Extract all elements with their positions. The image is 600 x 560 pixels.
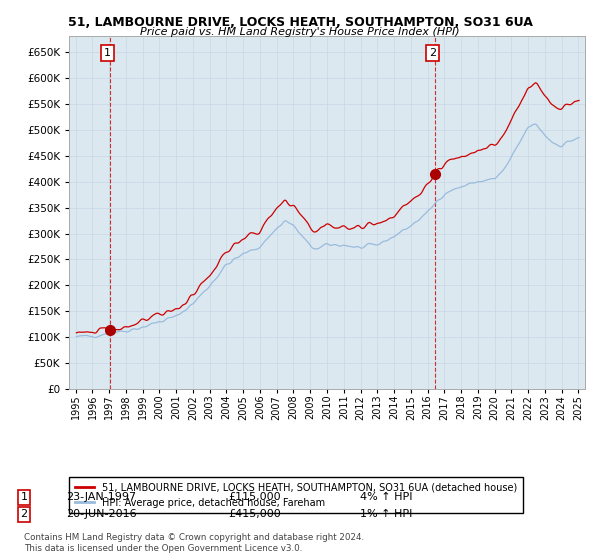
Text: 1: 1 [104, 48, 111, 58]
Text: 2: 2 [429, 48, 436, 58]
Text: 20-JUN-2016: 20-JUN-2016 [66, 509, 137, 519]
Text: £415,000: £415,000 [228, 509, 281, 519]
Text: 2: 2 [20, 509, 28, 519]
Legend: 51, LAMBOURNE DRIVE, LOCKS HEATH, SOUTHAMPTON, SO31 6UA (detached house), HPI: A: 51, LAMBOURNE DRIVE, LOCKS HEATH, SOUTHA… [69, 477, 523, 514]
Text: Contains HM Land Registry data © Crown copyright and database right 2024.
This d: Contains HM Land Registry data © Crown c… [24, 533, 364, 553]
Text: Price paid vs. HM Land Registry's House Price Index (HPI): Price paid vs. HM Land Registry's House … [140, 27, 460, 37]
Text: 1% ↑ HPI: 1% ↑ HPI [360, 509, 412, 519]
Text: 23-JAN-1997: 23-JAN-1997 [66, 492, 136, 502]
Text: 1: 1 [20, 492, 28, 502]
Text: £115,000: £115,000 [228, 492, 281, 502]
Text: 4% ↑ HPI: 4% ↑ HPI [360, 492, 413, 502]
Text: 51, LAMBOURNE DRIVE, LOCKS HEATH, SOUTHAMPTON, SO31 6UA: 51, LAMBOURNE DRIVE, LOCKS HEATH, SOUTHA… [68, 16, 532, 29]
